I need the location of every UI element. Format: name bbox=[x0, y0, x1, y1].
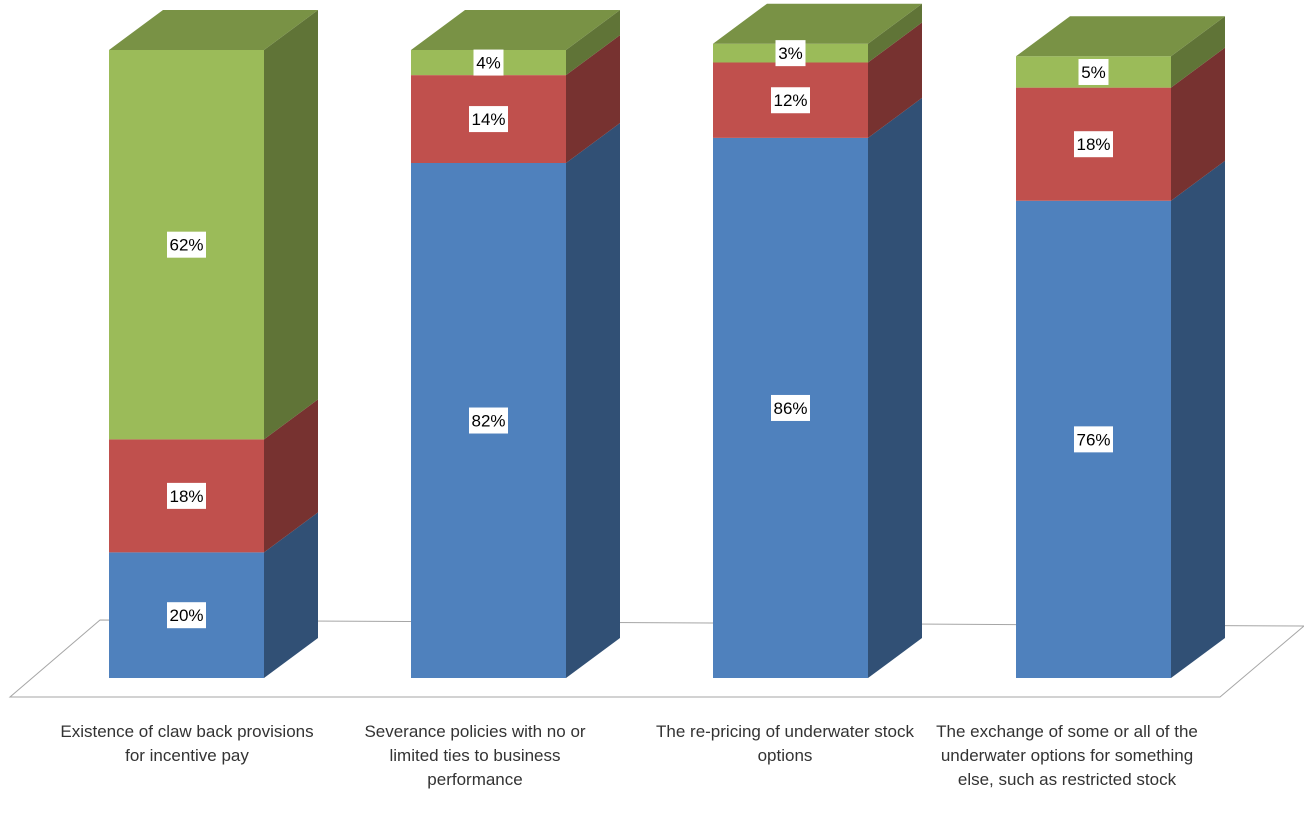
data-label: 86% bbox=[773, 399, 807, 418]
data-label-box bbox=[469, 407, 508, 434]
data-label-box bbox=[167, 602, 206, 629]
data-label: 3% bbox=[778, 44, 803, 63]
data-label-box bbox=[473, 49, 504, 76]
data-label: 62% bbox=[169, 236, 203, 255]
data-label-box bbox=[167, 482, 206, 509]
bar-segment-side bbox=[868, 22, 922, 138]
bar-top bbox=[411, 10, 620, 50]
data-label-box bbox=[775, 40, 806, 67]
bar-segment-side bbox=[566, 123, 620, 679]
data-label: 82% bbox=[471, 412, 505, 431]
bar-segment-side bbox=[1171, 160, 1225, 679]
category-label-4: The exchange of some or all of the under… bbox=[936, 722, 1198, 789]
category-label-3: The re-pricing of underwater stock optio… bbox=[656, 722, 914, 765]
data-label: 14% bbox=[471, 110, 505, 129]
data-label-box bbox=[1074, 426, 1113, 453]
category-label-1: Existence of claw back provisions for in… bbox=[60, 722, 314, 765]
bar-segment-side bbox=[264, 399, 318, 553]
bar-segment-side bbox=[566, 35, 620, 164]
data-label: 18% bbox=[1076, 135, 1110, 154]
data-label-box bbox=[469, 106, 508, 133]
data-label-box bbox=[1078, 58, 1109, 85]
data-label-box bbox=[771, 87, 810, 114]
bar-segment-side bbox=[1171, 16, 1225, 88]
bar-top bbox=[109, 10, 318, 50]
bar-segment-side bbox=[868, 3, 922, 63]
bar-segment-side bbox=[1171, 47, 1225, 201]
data-label: 20% bbox=[169, 606, 203, 625]
category-label-2: Severance policies with no or limited ti… bbox=[364, 722, 586, 789]
bar-top bbox=[713, 3, 922, 44]
data-label-box bbox=[1074, 131, 1113, 158]
data-label: 12% bbox=[773, 91, 807, 110]
bar-top bbox=[1016, 16, 1225, 57]
bar-segment-side bbox=[868, 97, 922, 679]
data-label: 18% bbox=[169, 487, 203, 506]
bar-segment-side bbox=[264, 512, 318, 678]
data-label: 5% bbox=[1081, 63, 1106, 82]
data-label: 76% bbox=[1076, 430, 1110, 449]
data-label-box bbox=[771, 394, 810, 421]
data-label-box bbox=[167, 231, 206, 258]
bar-segment-side bbox=[264, 10, 318, 440]
bar-segment-side bbox=[566, 10, 620, 76]
chart-floor bbox=[8, 619, 1304, 698]
data-label: 4% bbox=[476, 54, 501, 73]
